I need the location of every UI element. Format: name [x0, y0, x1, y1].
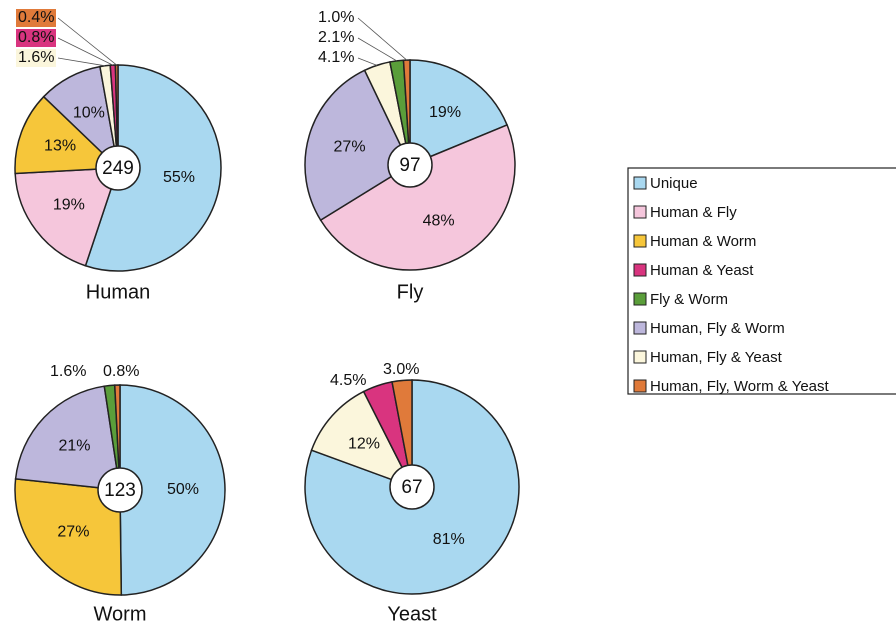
slice-label: 48%: [423, 212, 455, 229]
slice-label: 1.6%: [50, 363, 86, 380]
slice-label: 1.0%: [318, 9, 354, 26]
pie-title: Fly: [397, 281, 424, 303]
pie-slice: [14, 385, 121, 491]
legend-swatch: [633, 350, 647, 364]
legend-swatch: [633, 205, 647, 219]
pie-title: Yeast: [387, 603, 437, 625]
pie-title: Human: [86, 281, 150, 303]
slice-label: 13%: [44, 138, 76, 155]
pie-slice: [14, 478, 123, 596]
legend-label: Human & Worm: [650, 233, 756, 250]
legend-swatch: [633, 234, 647, 248]
pie-slice: [119, 384, 226, 596]
legend-swatch: [633, 176, 647, 190]
legend-swatch: [633, 379, 647, 393]
slice-label: 2.1%: [318, 29, 354, 46]
slice-label: 50%: [167, 481, 199, 498]
center-circle: [387, 142, 433, 188]
pie-slice: [304, 69, 411, 222]
legend-box: [627, 167, 896, 395]
slice-label: 3.0%: [383, 361, 419, 378]
leader-line: [57, 57, 106, 67]
slice-label: 55%: [163, 169, 195, 186]
legend-label: Unique: [650, 175, 698, 192]
center-total: 97: [399, 155, 420, 176]
slice-label: 0.8%: [103, 363, 139, 380]
leader-line: [357, 37, 397, 62]
slice-label: 10%: [73, 105, 105, 122]
slice-label: 4.1%: [318, 49, 354, 66]
slice-label: 21%: [58, 438, 90, 455]
legend-label: Human, Fly, Worm & Yeast: [650, 378, 830, 395]
slice-label: 12%: [348, 436, 380, 453]
center-total: 123: [104, 480, 136, 501]
center-circle: [389, 464, 435, 510]
pie-slice: [409, 59, 509, 167]
slice-label: 0.8%: [18, 29, 54, 46]
pie-slice: [14, 167, 120, 267]
center-circle: [97, 467, 143, 513]
label-box: [16, 49, 56, 67]
slice-label: 81%: [433, 531, 465, 548]
slice-label: 19%: [53, 197, 85, 214]
center-total: 249: [102, 158, 134, 179]
legend-label: Fly & Worm: [650, 291, 728, 308]
center-total: 67: [401, 477, 422, 498]
legend-swatch: [633, 263, 647, 277]
slice-label: 1.6%: [18, 49, 54, 66]
legend-label: Human, Fly & Worm: [650, 320, 785, 337]
legend-label: Human & Fly: [650, 204, 737, 221]
slice-label: 19%: [429, 104, 461, 121]
leader-line: [57, 17, 117, 66]
slice-label: 0.4%: [18, 9, 54, 26]
leader-line: [57, 37, 113, 66]
leader-line: [357, 57, 378, 66]
label-box: [16, 29, 56, 47]
pie-slice: [113, 384, 121, 491]
pie-slice: [14, 95, 120, 175]
slice-label: 27%: [57, 524, 89, 541]
slice-label: 4.5%: [330, 372, 366, 389]
legend-swatch: [633, 292, 647, 306]
pie-slice: [391, 379, 413, 488]
slice-label: 27%: [334, 138, 366, 155]
legend-label: Human, Fly & Yeast: [650, 349, 783, 366]
leader-line: [357, 17, 408, 61]
legend-label: Human & Yeast: [650, 262, 754, 279]
center-circle: [95, 145, 141, 191]
pie-slice: [310, 390, 414, 489]
pie-slice: [84, 64, 222, 272]
legend-swatch: [633, 321, 647, 335]
pie-title: Worm: [94, 603, 147, 625]
pie-slice: [319, 123, 516, 271]
label-box: [16, 9, 56, 27]
